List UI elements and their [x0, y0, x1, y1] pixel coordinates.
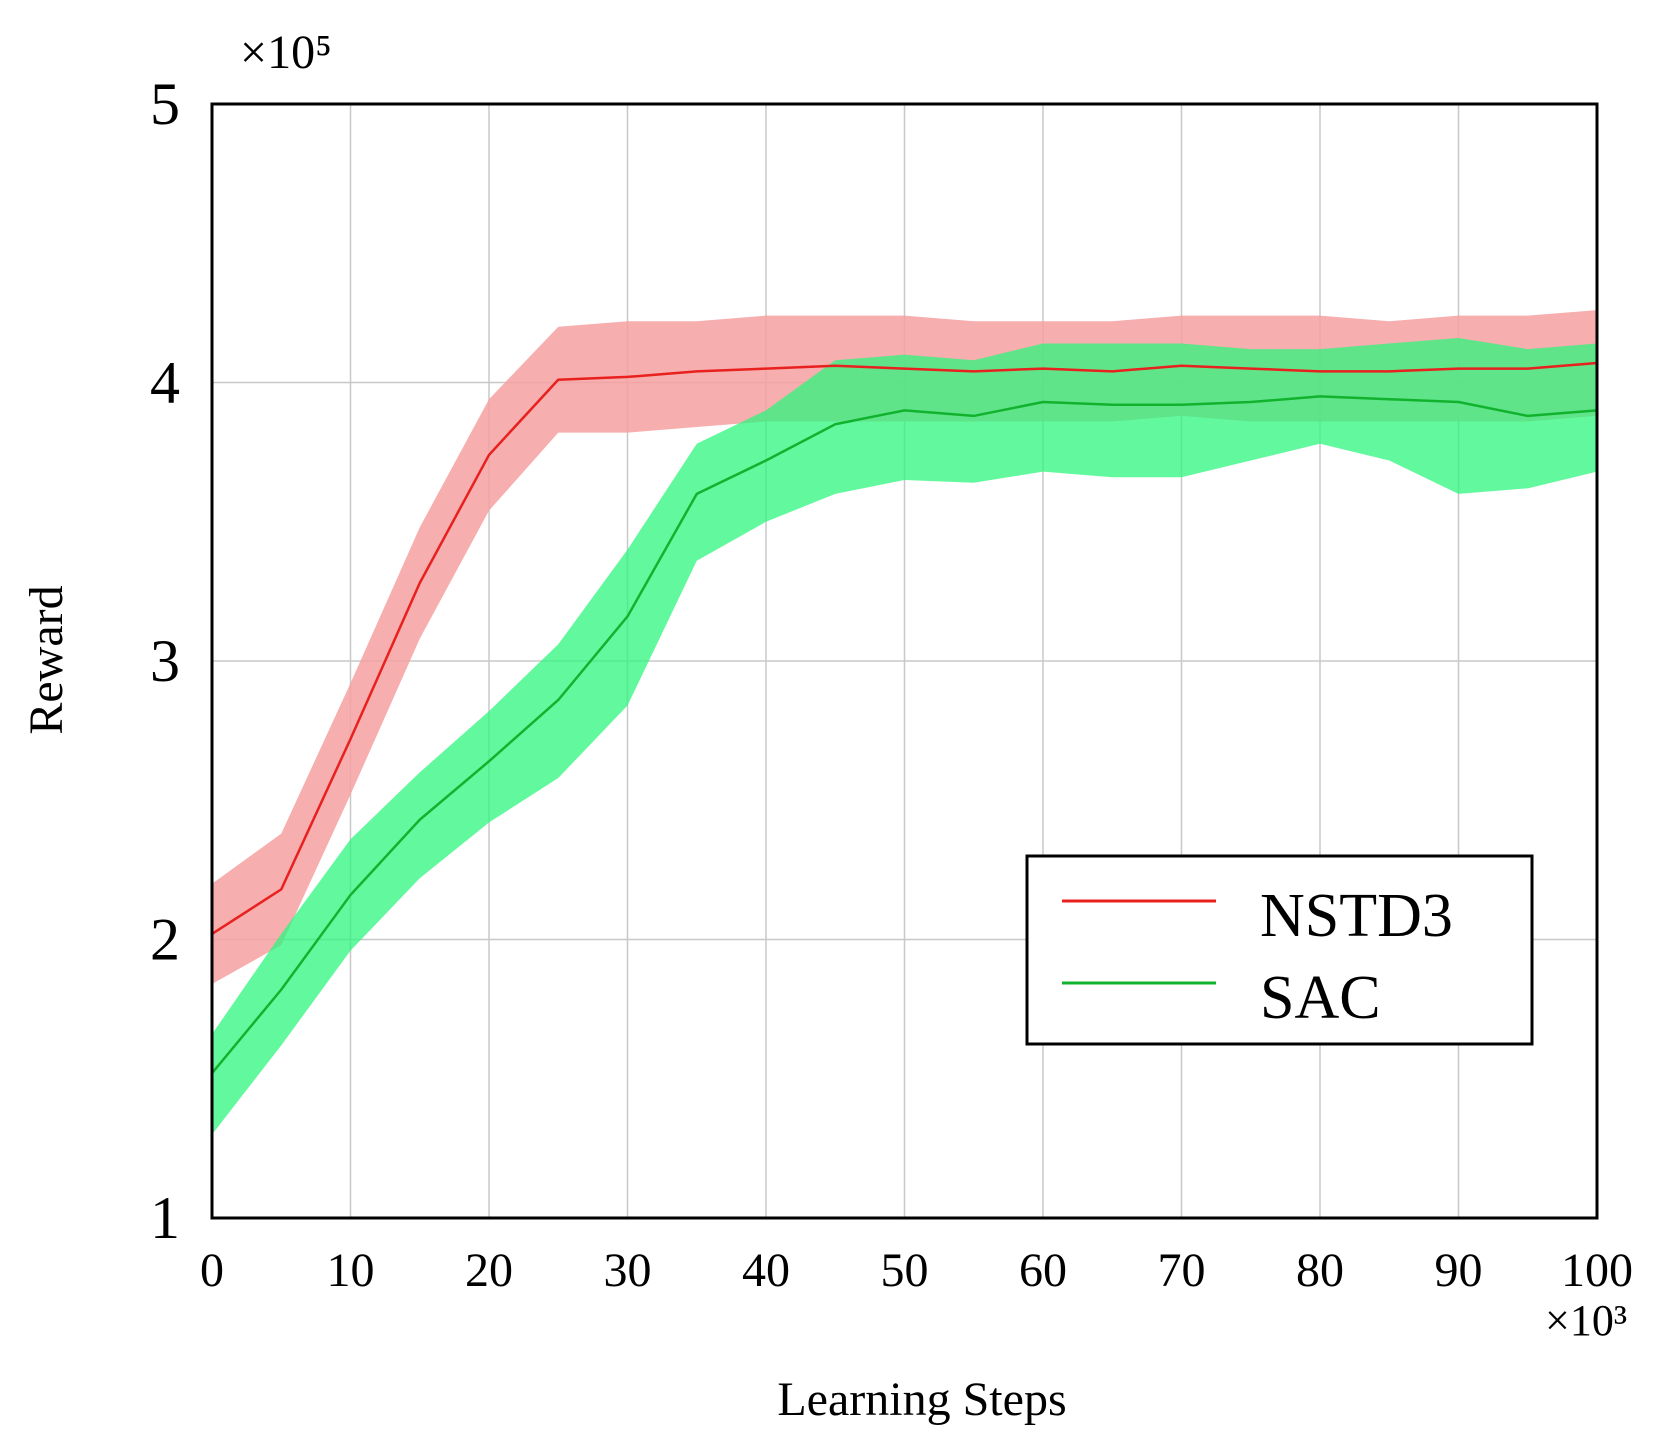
legend: NSTD3 SAC — [1025, 854, 1534, 1046]
x-tick-label: 100 — [1561, 1244, 1633, 1297]
x-tick-label: 90 — [1435, 1244, 1483, 1297]
y-tick-label: 5 — [150, 71, 180, 137]
y-axis-label: Reward — [20, 585, 73, 734]
y-tick-labels: 1 2 3 4 5 — [150, 71, 180, 1251]
plot-frame — [210, 102, 1599, 1220]
legend-label-nstd3: NSTD3 — [1260, 882, 1453, 950]
y-multiplier-label: ×10⁵ — [240, 26, 332, 79]
x-tick-label: 10 — [327, 1244, 375, 1297]
x-tick-label: 20 — [465, 1244, 513, 1297]
x-tick-labels: 0 10 20 30 40 50 60 70 80 90 100 — [200, 1244, 1633, 1297]
series-lines — [211, 361, 1598, 1074]
x-tick-label: 30 — [604, 1244, 652, 1297]
y-tick-label: 2 — [150, 907, 180, 973]
x-tick-label: 40 — [742, 1244, 790, 1297]
confidence-bands — [212, 310, 1597, 1135]
legend-label-sac: SAC — [1260, 964, 1381, 1032]
x-tick-label: 70 — [1158, 1244, 1206, 1297]
x-multiplier-label: ×10³ — [1545, 1296, 1627, 1345]
band-sac — [212, 337, 1597, 1135]
line-sac — [211, 395, 1598, 1074]
x-tick-label: 0 — [200, 1244, 224, 1297]
y-tick-label: 4 — [150, 350, 180, 416]
x-axis-label: Learning Steps — [777, 1373, 1066, 1426]
line-nstd3 — [211, 361, 1598, 935]
x-tick-label: 60 — [1019, 1244, 1067, 1297]
y-tick-label: 1 — [150, 1185, 180, 1251]
grid — [211, 103, 1598, 1219]
legend-box — [1025, 854, 1534, 1046]
x-tick-label: 80 — [1296, 1244, 1344, 1297]
y-tick-label: 3 — [150, 628, 180, 694]
x-tick-label: 50 — [881, 1244, 929, 1297]
